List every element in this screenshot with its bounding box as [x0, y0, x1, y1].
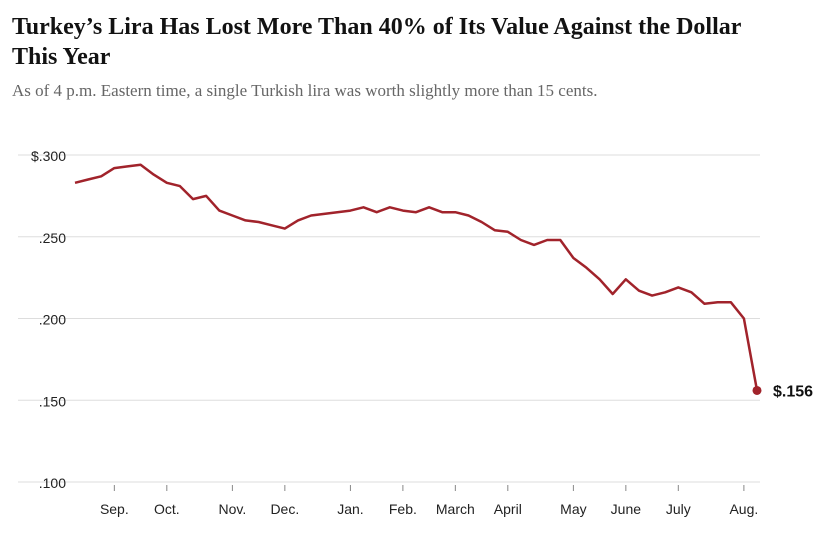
- chart-title-line1: Turkey’s Lira Has Lost More Than 40% of …: [12, 14, 742, 70]
- x-tick-label: Dec.: [270, 501, 299, 517]
- end-point: [752, 385, 762, 395]
- line: [74, 163, 759, 391]
- x-tick-label: May: [560, 501, 586, 517]
- chart-subtitle: As of 4 p.m. Eastern time, a single Turk…: [12, 81, 598, 100]
- y-tick-label: $.300: [31, 148, 66, 164]
- value-label: $.156: [773, 383, 813, 400]
- x-tick-label: Nov.: [219, 501, 247, 517]
- y-tick-label: .250: [39, 230, 66, 246]
- x-tick-label: April: [494, 501, 522, 517]
- y-tick-label: .150: [39, 393, 66, 409]
- x-tick-label: Aug.: [729, 501, 758, 517]
- x-tick-label: Jan.: [337, 501, 363, 517]
- x-tick-label: Oct.: [154, 501, 180, 517]
- x-tick-label: June: [611, 501, 642, 517]
- x-tick-label: Sep.: [100, 501, 129, 517]
- y-tick-label: .100: [39, 475, 66, 491]
- x-tick-label: March: [436, 501, 475, 517]
- y-tick-label: .200: [39, 312, 66, 328]
- x-tick-label: Feb.: [389, 501, 417, 517]
- x-tick-label: July: [666, 501, 691, 517]
